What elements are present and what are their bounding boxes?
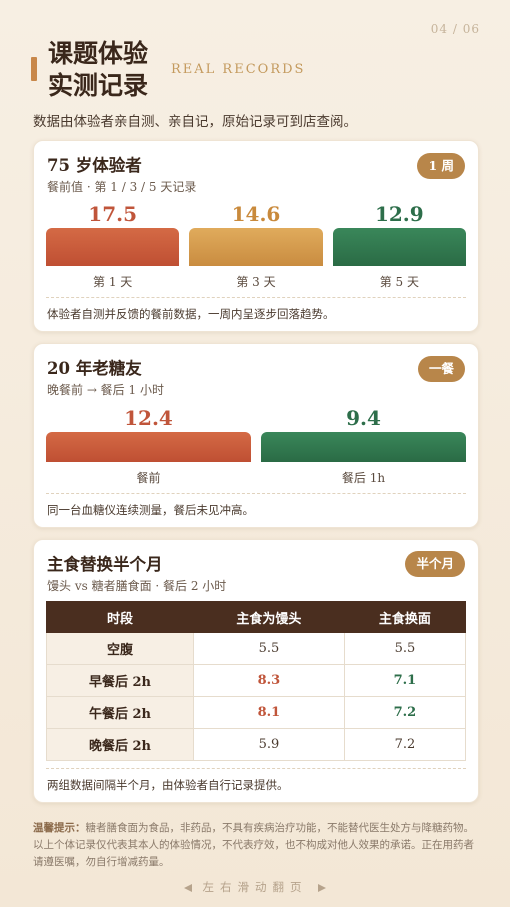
- title: 课题体验 实测记录: [48, 38, 148, 102]
- arrow-right: [318, 884, 327, 892]
- value: 9.4: [346, 406, 381, 430]
- bar-label: 第 3 天: [236, 275, 276, 289]
- swipe-hint: 左右滑动翻页: [0, 879, 510, 895]
- title-line: 课题体验: [48, 39, 149, 68]
- row-header: 晚餐后 2h: [46, 728, 194, 761]
- page-number: 04 / 06: [430, 22, 480, 36]
- card-title: 主食替换半个月: [47, 555, 163, 574]
- cell: 8.3: [193, 664, 345, 697]
- badge: 一餐: [417, 356, 465, 382]
- card-title: 75 岁体验者: [47, 156, 142, 175]
- card: 主食替换半个月 半个月 馒头 vs 糖者膳食面 · 餐后 2 小时 时段 主食为…: [33, 539, 479, 803]
- bar: [332, 228, 466, 266]
- bar-label: 餐后 1h: [341, 471, 386, 485]
- card-subtitle: 晚餐前 → 餐后 1 小时: [47, 383, 164, 397]
- column-header: 主食换面: [343, 601, 467, 633]
- divider: [46, 297, 466, 298]
- divider: [46, 768, 466, 769]
- row-header: 空腹: [46, 632, 194, 665]
- cell: 5.5: [343, 632, 467, 665]
- bar-label: 餐前: [136, 471, 161, 485]
- bar: [261, 432, 466, 462]
- badge: 半个月: [405, 551, 465, 577]
- card-title: 20 年老糖友: [47, 359, 142, 378]
- row-header: 早餐后 2h: [46, 664, 194, 697]
- intro: 数据由体验者亲自测、亲自记，原始记录可到店查阅。: [33, 114, 357, 130]
- row-header: 午餐后 2h: [46, 696, 194, 729]
- bar: [46, 228, 180, 266]
- disclaimer: 温馨提示：糖者膳食面为食品，非药品，不具有疾病治疗功能，不能替代医生处方与降糖药…: [33, 820, 479, 871]
- value: 12.4: [124, 406, 173, 430]
- subtitle-en: REAL RECORDS: [171, 62, 306, 77]
- card: 75 岁体验者 1 周 餐前值 · 第 1 / 3 / 5 天记录 17.5 第 …: [33, 140, 479, 332]
- cell: 5.9: [193, 728, 345, 761]
- bar: [189, 228, 323, 266]
- note: 两组数据间隔半个月，由体验者自行记录提供。: [47, 778, 289, 792]
- card-subtitle: 馒头 vs 糖者膳食面 · 餐后 2 小时: [47, 579, 227, 593]
- data-table: 时段 主食为馒头 主食换面 空腹 5.5 5.5 早餐后 2h 8.3 7.1 午餐后 …: [46, 601, 467, 761]
- accent-bar: [31, 57, 37, 81]
- bar-group: 12.4 餐前 9.4 餐后 1h: [46, 406, 466, 486]
- column-header: 时段: [46, 601, 194, 633]
- note: 同一台血糖仪连续测量，餐后未见冲高。: [47, 503, 254, 517]
- cell: 8.1: [193, 696, 345, 729]
- cell: 5.5: [193, 632, 345, 665]
- cell: 7.2: [343, 696, 467, 729]
- title-line: 实测记录: [48, 71, 149, 100]
- disclaimer-text: 糖者膳食面为食品，非药品，不具有疾病治疗功能，不能替代医生处方与降糖药物。以上个…: [33, 822, 474, 868]
- column-header: 主食为馒头: [193, 601, 345, 633]
- bar-label: 第 5 天: [379, 275, 419, 289]
- value: 12.9: [374, 202, 424, 226]
- disclaimer-label: 温馨提示：: [33, 822, 86, 834]
- badge: 1 周: [417, 153, 465, 179]
- cell: 7.2: [343, 728, 467, 761]
- cell: 7.1: [343, 664, 467, 697]
- bar: [46, 432, 251, 462]
- arrow-left: [183, 884, 192, 892]
- card-subtitle: 餐前值 · 第 1 / 3 / 5 天记录: [47, 180, 197, 194]
- footer-text: 左右滑动翻页: [202, 880, 308, 894]
- value: 14.6: [231, 202, 281, 226]
- value: 17.5: [88, 202, 138, 226]
- bar-group: 17.5 第 1 天 14.6 第 3 天 12.9 第 5 天: [46, 202, 466, 290]
- bar-label: 第 1 天: [93, 275, 133, 289]
- card: 20 年老糖友 一餐 晚餐前 → 餐后 1 小时 12.4 餐前 9.4 餐后 1h…: [33, 343, 479, 528]
- divider: [46, 493, 466, 494]
- note: 体验者自测并反馈的餐前数据，一周内呈逐步回落趋势。: [47, 307, 335, 321]
